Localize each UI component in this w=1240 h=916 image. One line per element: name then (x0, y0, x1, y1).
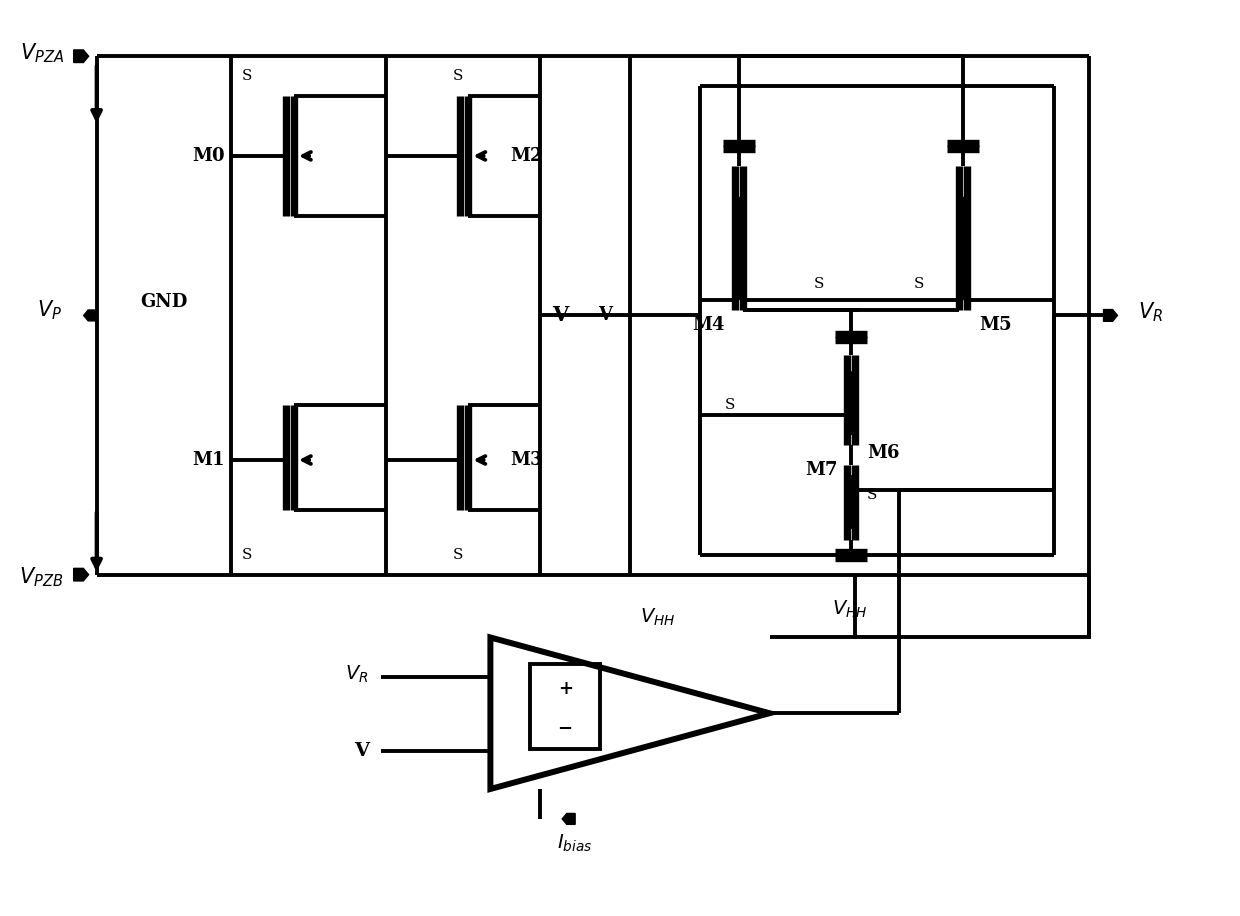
Text: S: S (914, 277, 924, 290)
Text: $I_{bias}$: $I_{bias}$ (558, 834, 593, 855)
Polygon shape (562, 813, 575, 824)
Text: V: V (598, 307, 613, 324)
Polygon shape (83, 310, 97, 321)
Text: S: S (724, 398, 735, 412)
Text: +: + (558, 681, 573, 698)
Text: S: S (453, 70, 463, 83)
Text: $V_{PZA}$: $V_{PZA}$ (20, 41, 63, 65)
Text: M7: M7 (805, 461, 837, 479)
Text: S: S (867, 488, 878, 502)
Text: M2: M2 (511, 147, 543, 165)
Text: GND: GND (140, 293, 188, 311)
Text: $V_{HH}$: $V_{HH}$ (832, 599, 867, 620)
Text: M6: M6 (867, 444, 900, 462)
Polygon shape (73, 50, 88, 62)
Text: M0: M0 (192, 147, 226, 165)
Text: $V_{PZB}$: $V_{PZB}$ (20, 566, 63, 589)
Text: M4: M4 (692, 316, 724, 334)
Text: S: S (242, 548, 252, 562)
Text: $V_R$: $V_R$ (1138, 300, 1163, 324)
Text: M1: M1 (192, 451, 226, 469)
Polygon shape (73, 568, 88, 581)
Text: S: S (453, 548, 463, 562)
Text: S: S (815, 277, 825, 290)
Text: M3: M3 (511, 451, 543, 469)
Text: S: S (242, 70, 252, 83)
Text: $V_P$: $V_P$ (37, 299, 62, 322)
Text: V: V (353, 742, 368, 760)
Text: −: − (558, 720, 573, 738)
Text: $V_R$: $V_R$ (345, 664, 368, 685)
Polygon shape (1104, 310, 1117, 322)
Text: $V_{HH}$: $V_{HH}$ (640, 607, 676, 628)
Text: M5: M5 (978, 316, 1012, 334)
Text: V: V (552, 305, 568, 325)
